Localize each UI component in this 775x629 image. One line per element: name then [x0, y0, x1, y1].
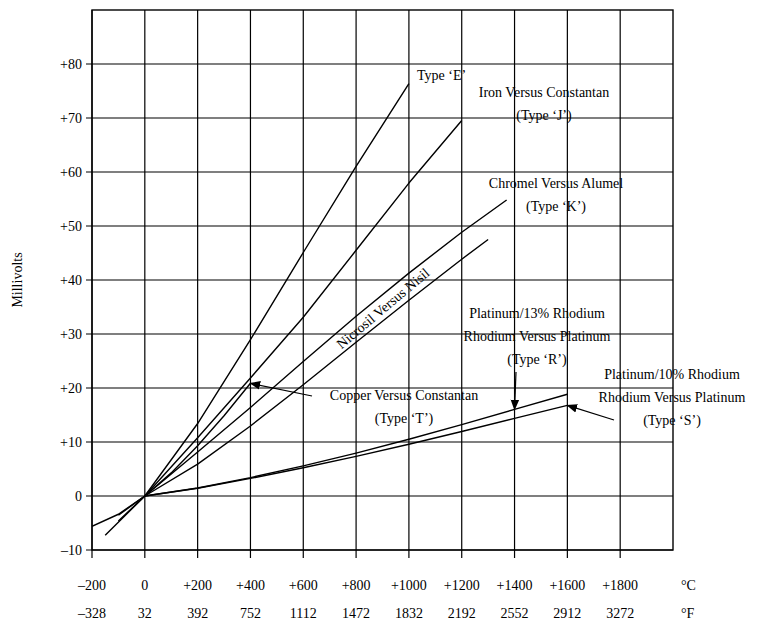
x-tick-label: +1800 [602, 578, 638, 593]
series-label-line: Nicrosil Versus Nisil [334, 265, 433, 351]
series-label-line: Copper Versus Constantan [330, 388, 478, 403]
x-grid-line [250, 10, 251, 558]
y-axis-label: Millivolts [10, 252, 25, 307]
x-tick-label: +600 [289, 578, 318, 593]
y-grid-line [86, 117, 673, 118]
series-label-line: Platinum/13% Rhodium [469, 306, 605, 321]
y-tick-label: +20 [60, 381, 82, 396]
series-label-line: (Type ‘R’) [507, 352, 567, 368]
x-grid-line [303, 10, 304, 558]
x2-tick-label: 2552 [501, 606, 529, 621]
series-label: Copper Versus Constantan (Type ‘T’) [330, 388, 478, 427]
x-grid-line [144, 10, 145, 558]
plot-frame [92, 10, 673, 550]
series-labels: Type ‘E’ Iron Versus Constantan (Type ‘J’)… [250, 68, 745, 429]
x-tick-label: +800 [342, 578, 371, 593]
y-tick-label: +60 [60, 165, 82, 180]
x2-tick-label: 2192 [448, 606, 476, 621]
series-label-line: Rhodium Versus Platinum [464, 329, 611, 344]
label-arrow [567, 405, 614, 420]
y-grid-line [86, 441, 673, 442]
series-label-line: Platinum/10% Rhodium [604, 367, 740, 382]
series-label-line: Type ‘E’ [417, 68, 466, 83]
y-grid-line [86, 495, 673, 496]
x2-tick-label: 32 [138, 606, 152, 621]
series-label-line: Rhodium Versus Platinum [599, 390, 746, 405]
label-arrow [515, 372, 516, 409]
series-label: Iron Versus Constantan (Type ‘J’) [479, 85, 609, 124]
y-tick-label: 0 [75, 489, 82, 504]
series-label-line: Chromel Versus Alumel [489, 176, 623, 191]
x2-tick-label: 752 [240, 606, 261, 621]
series-line [145, 239, 488, 496]
series-line [118, 120, 461, 521]
x-tick-label: 0 [141, 578, 148, 593]
x-tick-label: +1600 [549, 578, 585, 593]
series-label: Nicrosil Versus Nisil [334, 265, 433, 351]
y-tick-label: +10 [60, 435, 82, 450]
x2-tick-label: –328 [77, 606, 106, 621]
y-tick-label: +70 [60, 111, 82, 126]
x2-tick-label: 1472 [342, 606, 370, 621]
x2-axis-label: °F [681, 606, 695, 621]
y-grid-line [86, 63, 673, 64]
x-grid-line [461, 10, 462, 558]
x-tick-label: +1200 [444, 578, 480, 593]
x2-tick-label: 1112 [290, 606, 317, 621]
y-grid-line [86, 171, 673, 172]
series-label-line: (Type ‘T’) [375, 411, 434, 427]
series-label-line: (Type ‘S’) [643, 413, 701, 429]
y-grid-line [86, 225, 673, 226]
x-tick-label: +200 [183, 578, 212, 593]
x-tick-label: +400 [236, 578, 265, 593]
chart: –2000+200+400+600+800+1000+1200+1400+160… [0, 0, 775, 629]
series-label: Chromel Versus Alumel (Type ‘K’) [489, 176, 623, 215]
y-grid-line [86, 279, 673, 280]
series-label-line: Iron Versus Constantan [479, 85, 609, 100]
y-tick-label: –10 [60, 543, 82, 558]
series-label-line: (Type ‘K’) [526, 199, 586, 215]
x2-tick-label: 392 [187, 606, 208, 621]
x-axis-label: °C [681, 578, 696, 593]
background [0, 0, 775, 629]
grid [86, 10, 673, 558]
y-tick-label: +30 [60, 327, 82, 342]
series-label: Platinum/10% Rhodium Rhodium Versus Plati… [599, 367, 746, 429]
x-grid-line [355, 10, 356, 558]
series-label-line: (Type ‘J’) [516, 108, 572, 124]
label-arrow [250, 383, 312, 396]
y-tick-label: +80 [60, 57, 82, 72]
series-label: Platinum/13% Rhodium Rhodium Versus Plati… [464, 306, 611, 368]
series-label: Type ‘E’ [417, 68, 466, 83]
x-tick-label: +1400 [497, 578, 533, 593]
x2-tick-label: 3272 [606, 606, 634, 621]
y-tick-label: +40 [60, 273, 82, 288]
y-tick-label: +50 [60, 219, 82, 234]
series-line [145, 394, 568, 496]
x2-tick-label: 2912 [553, 606, 581, 621]
x-tick-label: +1000 [391, 578, 427, 593]
x2-tick-label: 1832 [395, 606, 423, 621]
x-tick-label: –200 [77, 578, 106, 593]
x-grid-line [197, 10, 198, 558]
series-line [145, 405, 568, 496]
series-line [92, 383, 250, 526]
x-grid-line [620, 10, 621, 558]
